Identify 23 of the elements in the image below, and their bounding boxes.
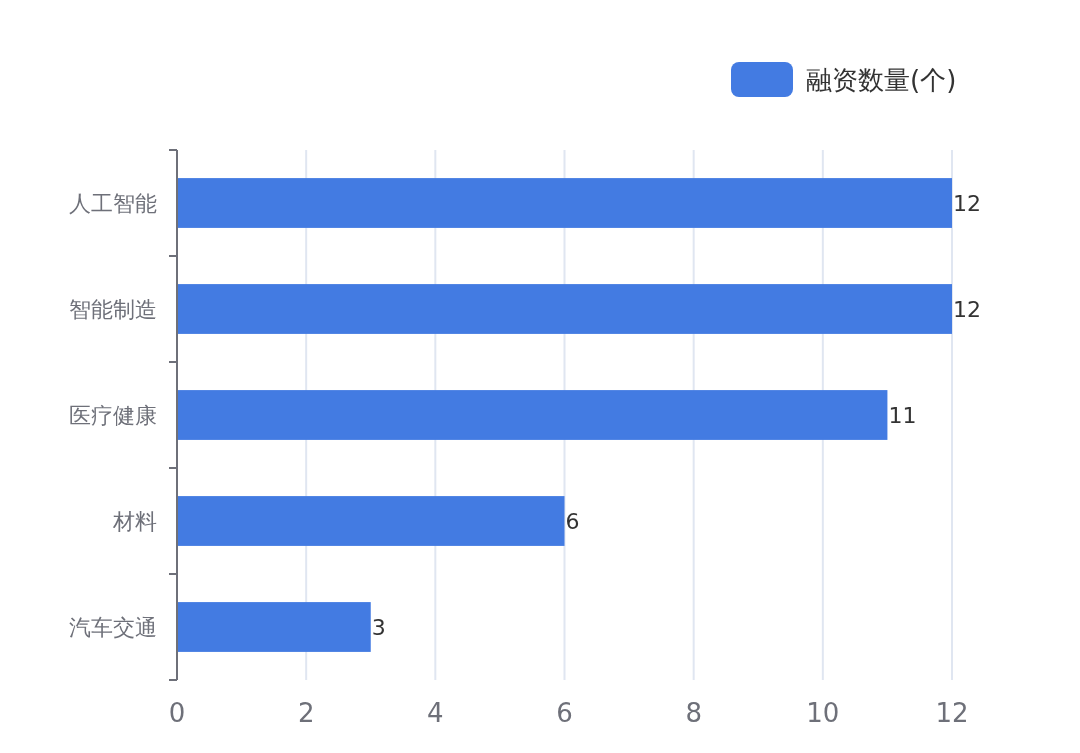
data-label: 6 [565,508,580,534]
bar [177,390,888,440]
y-tick-label: 汽车交通 [69,614,157,640]
bar [177,178,952,228]
bar [177,496,565,546]
legend-label: 融资数量(个) [806,65,957,96]
x-tick-label: 2 [297,698,315,728]
x-tick-label: 12 [935,698,969,728]
data-label: 12 [953,296,981,322]
bar [177,602,371,652]
x-tick-label: 10 [806,698,840,728]
x-tick-label: 8 [685,698,702,728]
y-tick-label: 材料 [112,508,157,534]
data-label: 3 [371,614,386,640]
x-tick-label: 4 [427,698,444,728]
x-tick-label: 6 [556,698,573,728]
bar [177,284,952,334]
y-tick-label: 人工智能 [69,190,157,216]
data-label: 12 [953,190,981,216]
data-label: 11 [888,402,917,428]
x-tick-label: 0 [168,698,186,728]
y-tick-label: 智能制造 [69,296,157,322]
y-tick-label: 医疗健康 [69,402,157,428]
